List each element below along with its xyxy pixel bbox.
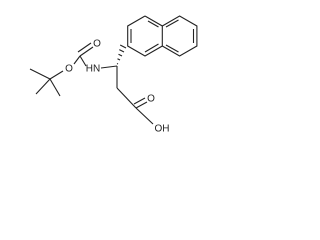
page: O O HN O OH (() => { const data = JSON.p…	[29, 15, 198, 135]
structure: O O HN O OH	[29, 15, 198, 135]
atom-label: O	[147, 94, 155, 105]
hash-bond	[116, 44, 127, 65]
atom-label: OH	[155, 124, 170, 135]
atom-label: O	[93, 39, 101, 50]
naphthalene	[127, 15, 198, 57]
bonds	[29, 42, 154, 125]
atom-label: HN	[86, 64, 100, 75]
atom-label: O	[65, 64, 73, 75]
